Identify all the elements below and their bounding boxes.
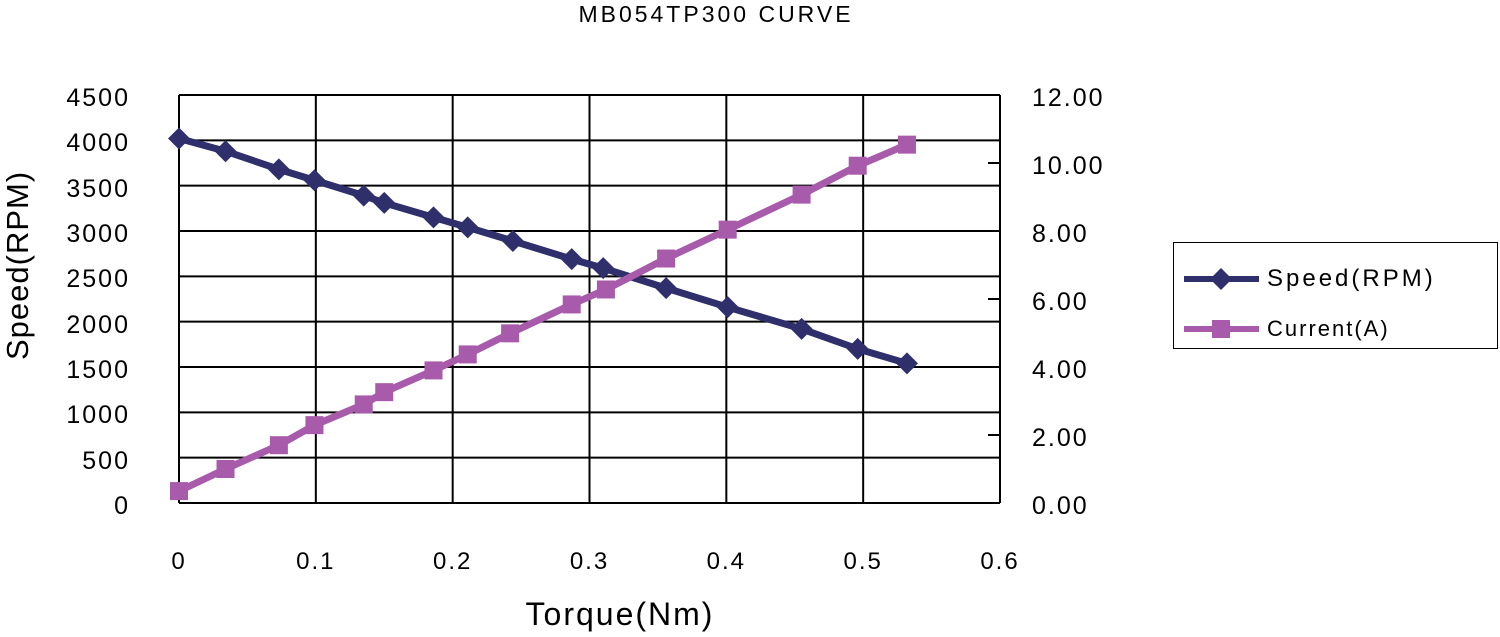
diamond-marker-icon <box>422 206 445 229</box>
y-tick-label: 3000 <box>66 220 130 248</box>
y-tick-label: 0 <box>114 492 130 520</box>
diamond-marker-icon <box>1184 264 1259 294</box>
y-tick-label: 3500 <box>66 174 130 203</box>
diamond-marker-icon <box>352 184 375 207</box>
diamond-marker-icon <box>267 158 290 181</box>
square-marker-icon <box>792 185 811 204</box>
square-marker-icon <box>848 156 867 175</box>
x-tick-label: 0.4 <box>706 548 747 575</box>
square-marker-icon <box>458 345 477 364</box>
diamond-marker-icon <box>214 140 237 163</box>
square-marker-icon <box>216 460 235 478</box>
square-marker-icon <box>305 416 324 435</box>
square-marker-icon <box>718 220 737 239</box>
series-line-0 <box>178 135 908 367</box>
x-tick-label: 0.1 <box>296 548 336 575</box>
y2-tick-label: 4.00 <box>1032 356 1089 384</box>
x-tick-label: 0.3 <box>569 548 610 575</box>
y2-tick-label: 6.00 <box>1032 288 1089 316</box>
diamond-marker-icon <box>456 216 479 239</box>
square-marker-icon <box>562 295 581 314</box>
y2-tick-label: 12.00 <box>1032 84 1105 112</box>
y-tick-label: 2500 <box>66 265 130 294</box>
y-tick-label: 2000 <box>66 310 130 339</box>
legend-label-current: Current(A) <box>1267 316 1390 341</box>
diamond-marker-icon <box>655 277 678 300</box>
y2-tick-label: 2.00 <box>1032 424 1089 452</box>
x-tick-label: 0.6 <box>980 548 1020 575</box>
square-marker-icon <box>1184 314 1259 344</box>
chart-title: MB054TP300 CURVE <box>578 1 854 27</box>
square-marker-icon <box>354 395 373 414</box>
diamond-marker-icon <box>373 191 396 214</box>
legend-item-speed: Speed(RPM) <box>1184 264 1436 294</box>
x-tick-label: 0.5 <box>843 548 883 575</box>
diamond-marker-icon <box>168 127 190 150</box>
diamond-marker-icon <box>716 296 739 319</box>
legend-label-speed: Speed(RPM) <box>1267 265 1436 292</box>
diamond-marker-icon <box>895 352 918 375</box>
y2-tick-label: 8.00 <box>1032 220 1089 248</box>
y-tick-label: 500 <box>82 446 130 475</box>
series-line-1 <box>177 141 909 495</box>
square-marker-icon <box>375 383 394 402</box>
diamond-marker-icon <box>560 248 583 271</box>
legend-item-current: Current(A) <box>1184 314 1390 344</box>
y-tick-label: 4500 <box>66 84 130 112</box>
y2-tick-label: 0.00 <box>1032 492 1089 520</box>
diamond-marker-icon <box>790 317 813 340</box>
square-marker-icon <box>424 361 443 380</box>
square-marker-icon <box>897 135 916 154</box>
square-marker-icon <box>657 249 676 268</box>
y-tick-label: 1000 <box>66 401 130 430</box>
diamond-marker-icon <box>303 169 326 192</box>
legend: Speed(RPM) Current(A) <box>1173 242 1498 349</box>
square-marker-icon <box>170 482 188 501</box>
x-axis-label: Torque(Nm) <box>525 596 715 632</box>
diamond-marker-icon <box>846 337 869 360</box>
x-tick-label: 0 <box>171 548 187 575</box>
y2-tick-label: 10.00 <box>1032 152 1105 180</box>
diamond-marker-icon <box>501 229 524 252</box>
square-marker-icon <box>269 436 288 455</box>
square-marker-icon <box>501 324 520 343</box>
diamond-marker-icon <box>592 257 615 280</box>
square-marker-icon <box>596 280 615 299</box>
y-tick-label: 1500 <box>66 356 130 384</box>
x-tick-label: 0.2 <box>432 548 473 575</box>
y-tick-label: 4000 <box>66 129 130 158</box>
